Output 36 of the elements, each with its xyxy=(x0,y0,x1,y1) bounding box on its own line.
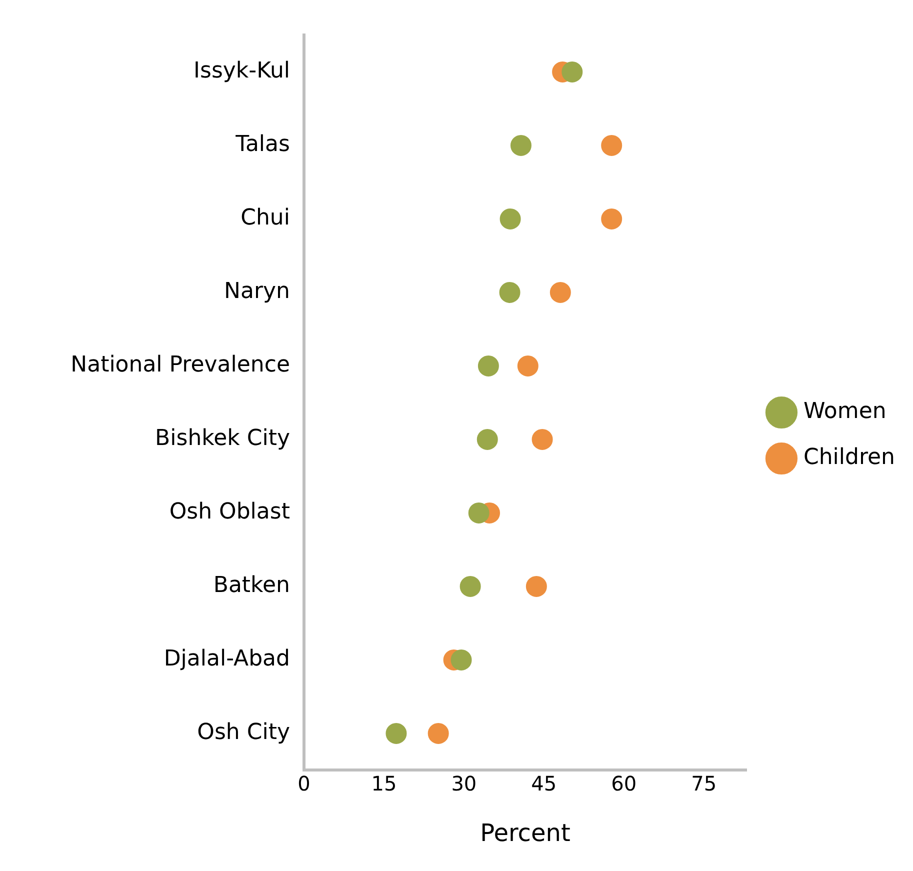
y-tick-label: Osh City xyxy=(197,720,290,746)
point xyxy=(510,134,532,156)
x-tick-label: 60 xyxy=(611,771,637,796)
point xyxy=(562,61,583,82)
point xyxy=(450,649,472,670)
x-tick-label: 45 xyxy=(531,771,557,796)
point xyxy=(460,576,481,597)
point xyxy=(499,282,520,303)
y-tick-label: Naryn xyxy=(224,279,290,304)
x-tick-label: 15 xyxy=(371,771,397,796)
point xyxy=(476,428,498,450)
y-tick-label: National Prevalence xyxy=(70,352,290,378)
y-tick-label: Batken xyxy=(213,573,290,598)
y-tick-label: Issyk-Kul xyxy=(194,58,290,84)
legend-label: Children xyxy=(803,445,896,470)
x-tick-label: 30 xyxy=(451,771,477,796)
point xyxy=(526,576,547,597)
y-tick-label: Bishkek City xyxy=(155,426,290,452)
y-tick-label: Osh Oblast xyxy=(169,500,290,525)
legend-label: Women xyxy=(803,399,886,424)
point xyxy=(517,355,538,376)
point xyxy=(601,208,622,230)
point xyxy=(532,428,553,450)
point xyxy=(478,355,499,376)
x-tick-label: 75 xyxy=(691,771,717,796)
point xyxy=(386,722,407,744)
y-tick-label: Talas xyxy=(234,132,290,158)
point xyxy=(550,282,571,303)
x-tick-label: 0 xyxy=(298,771,310,796)
point xyxy=(500,208,521,230)
point xyxy=(428,722,449,744)
y-tick-label: Djalal-Abad xyxy=(164,646,290,672)
y-tick-label: Chui xyxy=(240,206,290,231)
x-axis-title: Percent xyxy=(480,818,570,847)
point xyxy=(601,134,622,156)
point xyxy=(468,502,490,524)
